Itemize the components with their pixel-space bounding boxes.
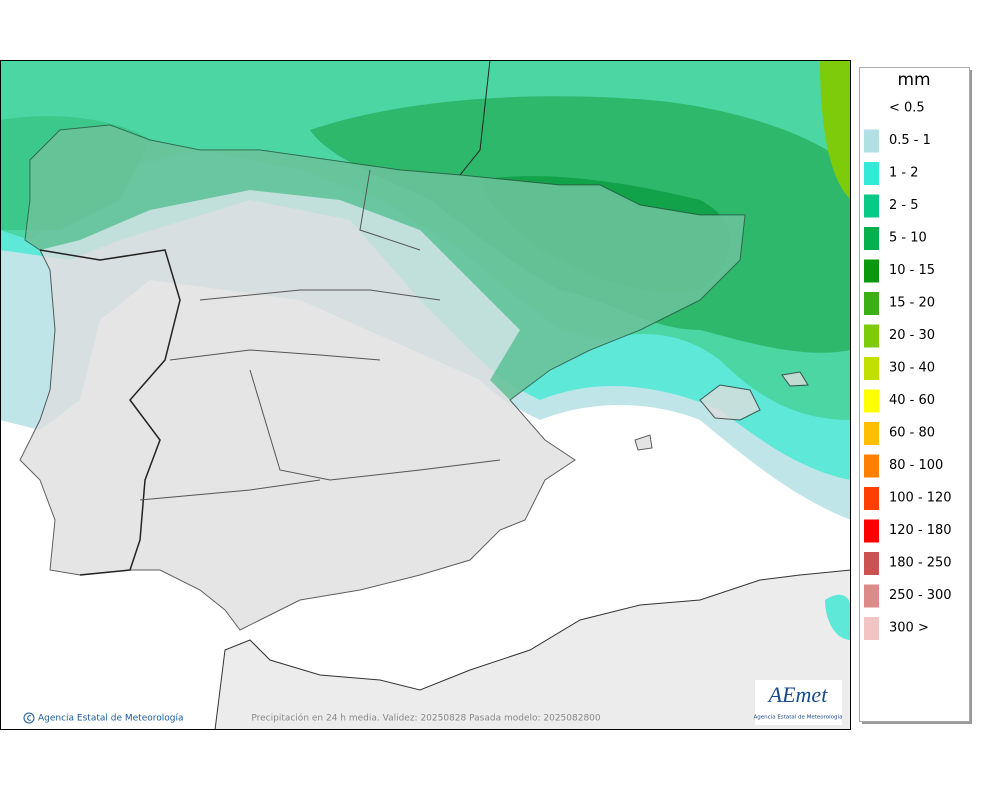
legend-swatch (864, 519, 879, 543)
precip-africa (825, 594, 851, 640)
logo-name: AEmet (767, 682, 829, 707)
legend-label: 250 - 300 (889, 588, 952, 603)
legend-swatch (864, 194, 879, 218)
legend-title: mm (897, 70, 930, 90)
legend-label: 0.5 - 1 (889, 133, 931, 148)
region-borders (139, 169, 501, 501)
precip-over-land (25, 125, 745, 400)
legend-label: 20 - 30 (889, 328, 935, 343)
precip-ne (820, 60, 851, 200)
legend-label: 1 - 2 (889, 166, 919, 181)
france-border (459, 60, 491, 176)
legend-swatch (864, 422, 879, 445)
logo-subtitle: Agencia Estatal de Meteorología (754, 714, 843, 721)
legend-items: < 0.5 0.5 - 1 1 - 2 2 - 5 5 - 10 10 - 15 15 - … (864, 101, 952, 640)
legend-swatch (864, 162, 879, 185)
legend-swatch (864, 292, 879, 315)
mallorca (699, 384, 761, 421)
legend-swatch (864, 389, 879, 413)
legend-swatch (864, 617, 879, 640)
legend-swatch (864, 227, 879, 250)
africa (214, 569, 851, 730)
legend-label: 40 - 60 (889, 393, 935, 408)
legend-swatch (864, 357, 879, 380)
menorca (781, 371, 809, 387)
legend-label: 30 - 40 (889, 361, 935, 376)
legend-swatch (864, 584, 879, 608)
legend-label: 10 - 15 (889, 263, 935, 278)
legend-swatch (864, 454, 879, 478)
ibiza (634, 434, 653, 451)
logo-box (755, 680, 842, 725)
credit: Agencia Estatal de Meteorología (38, 714, 184, 724)
legend-label: 80 - 100 (889, 458, 943, 473)
caption: Precipitación en 24 h media. Validez: 20… (251, 713, 601, 724)
legend-swatch (864, 552, 879, 575)
legend-label: 300 > (889, 621, 929, 636)
legend-label: 60 - 80 (889, 426, 935, 441)
legend-label: < 0.5 (889, 101, 925, 116)
legend-label: 100 - 120 (889, 491, 952, 506)
portugal-border (39, 249, 181, 576)
legend-label: 120 - 180 (889, 523, 952, 538)
legend-label: 2 - 5 (889, 198, 919, 213)
map (0, 60, 851, 730)
legend-swatch (864, 259, 879, 283)
copyright-icon (23, 712, 35, 724)
legend-label: 5 - 10 (889, 231, 927, 246)
legend-label: 15 - 20 (889, 296, 935, 311)
legend-label: 180 - 250 (889, 556, 952, 571)
map-frame (0, 60, 851, 730)
legend-swatch (864, 324, 879, 348)
copyright-c (27, 715, 32, 721)
legend-swatch (864, 129, 879, 153)
legend-swatch (864, 487, 879, 510)
